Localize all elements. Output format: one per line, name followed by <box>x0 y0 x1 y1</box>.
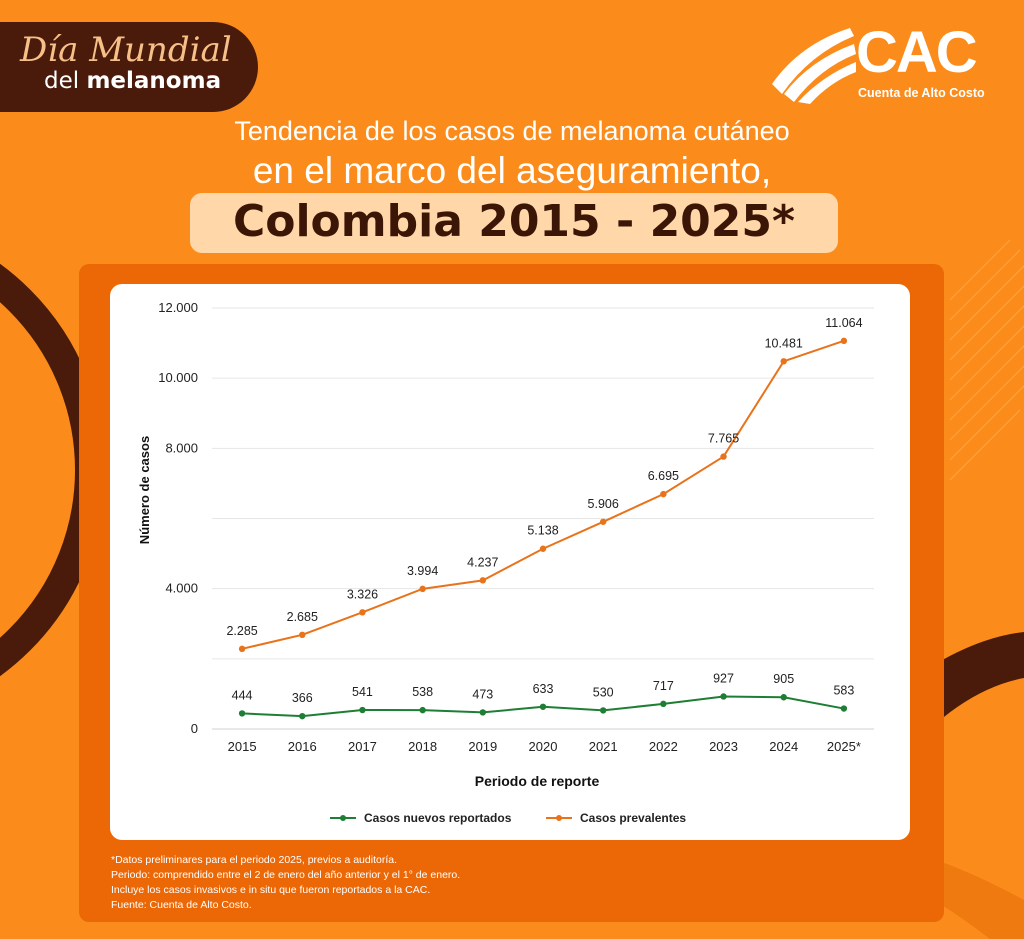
legend-label: Casos nuevos reportados <box>364 811 512 825</box>
cac-logo-icon <box>772 28 856 104</box>
x-tick-label: 2021 <box>589 739 618 754</box>
data-label: 530 <box>593 685 614 699</box>
data-label: 633 <box>533 682 554 696</box>
y-tick-label: 12.000 <box>158 300 198 315</box>
data-label: 473 <box>472 687 493 701</box>
data-label: 3.326 <box>347 587 378 601</box>
series-line <box>241 339 845 650</box>
data-point <box>720 693 727 700</box>
data-label: 538 <box>412 685 433 699</box>
x-tick-label: 2019 <box>468 739 497 754</box>
data-point <box>539 545 547 552</box>
x-tick-label: 2025* <box>827 739 861 754</box>
x-axis-label: Periodo de reporte <box>475 773 600 789</box>
data-point <box>359 706 366 714</box>
data-point <box>660 490 667 498</box>
data-label: 2.285 <box>226 624 257 638</box>
y-tick-label: 10.000 <box>158 370 198 385</box>
data-point <box>479 709 487 716</box>
data-label: 4.237 <box>467 555 498 569</box>
data-point <box>238 645 246 653</box>
data-point <box>419 585 426 593</box>
data-point <box>299 631 306 639</box>
footnote-1: *Datos preliminares para el periodo 2025… <box>111 854 397 866</box>
x-tick-label: 2023 <box>709 739 738 754</box>
title-highlight <box>190 193 838 253</box>
data-point <box>299 712 306 720</box>
x-tick-label: 2022 <box>649 739 678 754</box>
data-label: 5.138 <box>527 524 558 538</box>
data-point <box>599 518 607 525</box>
data-label: 905 <box>773 672 794 686</box>
y-axis-ticks: 0 4.000 8.000 10.000 12.000 <box>158 300 198 736</box>
data-label: 444 <box>232 688 253 702</box>
legend-marker <box>340 815 346 821</box>
series-prevalent-cases: 2.285 2.685 3.326 3.994 4.237 5.138 5.906 6.695… <box>226 316 863 653</box>
y-tick-label: 0 <box>191 721 198 736</box>
title-line-2: en el marco del aseguramiento, <box>252 150 772 191</box>
data-point <box>780 694 787 701</box>
gridlines <box>212 307 874 730</box>
x-axis-ticks: 2015 2016 2017 2018 2019 2020 2021 2022 2023 2024… <box>228 739 861 754</box>
data-point <box>840 337 848 345</box>
x-tick-label: 2024 <box>769 739 798 754</box>
badge-line-2a: del <box>44 68 80 94</box>
data-label: 5.906 <box>588 497 619 511</box>
data-point <box>780 358 787 365</box>
y-tick-label: 8.000 <box>165 440 198 455</box>
data-label: 3.994 <box>407 564 438 578</box>
x-tick-label: 2016 <box>288 739 317 754</box>
data-point <box>840 705 848 712</box>
data-label: 10.481 <box>765 336 803 350</box>
badge-line-2b: melanoma <box>86 68 222 94</box>
data-point <box>238 710 246 717</box>
data-label: 717 <box>653 679 674 693</box>
data-point <box>720 453 727 460</box>
data-point <box>599 707 607 714</box>
x-tick-label: 2015 <box>228 739 257 754</box>
legend-marker <box>556 815 562 821</box>
title-line-3: Colombia 2015 - 2025* <box>232 196 796 247</box>
title-line-1: Tendencia de los casos de melanoma cután… <box>234 116 790 146</box>
logo-text: CAC <box>856 20 978 85</box>
legend: Casos nuevos reportados Casos prevalentes <box>330 811 686 825</box>
data-point <box>660 700 667 708</box>
series-new-cases: 444 366 541 538 473 633 530 717 927 905 583 <box>232 671 854 720</box>
badge-line-2: del melanoma <box>44 68 221 94</box>
footnotes: *Datos preliminares para el periodo 2025… <box>111 853 460 913</box>
y-tick-label: 4.000 <box>165 581 198 596</box>
footnote-3: Incluye los casos invasivos e in situ qu… <box>111 884 431 896</box>
data-point <box>419 706 426 714</box>
event-badge <box>0 22 258 112</box>
data-label: 583 <box>833 684 854 698</box>
data-label: 541 <box>352 685 373 699</box>
data-point <box>539 703 547 710</box>
x-tick-label: 2018 <box>408 739 437 754</box>
data-label: 7.765 <box>708 432 739 446</box>
data-point <box>479 577 487 584</box>
legend-label: Casos prevalentes <box>580 811 686 825</box>
decor-hatch <box>949 239 1024 481</box>
data-label: 2.685 <box>287 610 318 624</box>
data-label: 11.064 <box>825 316 862 330</box>
footnote-4: Fuente: Cuenta de Alto Costo. <box>111 899 252 911</box>
data-point <box>359 609 366 616</box>
badge-line-1: Día Mundial <box>20 30 232 70</box>
data-label: 366 <box>292 691 313 705</box>
logo-subtitle: Cuenta de Alto Costo <box>858 86 985 100</box>
chart-card <box>110 284 910 840</box>
y-axis-label: Número de casos <box>137 436 152 544</box>
x-tick-label: 2017 <box>348 739 377 754</box>
data-label: 6.695 <box>648 469 679 483</box>
data-label: 927 <box>713 671 734 685</box>
x-tick-label: 2020 <box>529 739 558 754</box>
footnote-2: Periodo: comprendido entre el 2 de enero… <box>111 869 461 881</box>
